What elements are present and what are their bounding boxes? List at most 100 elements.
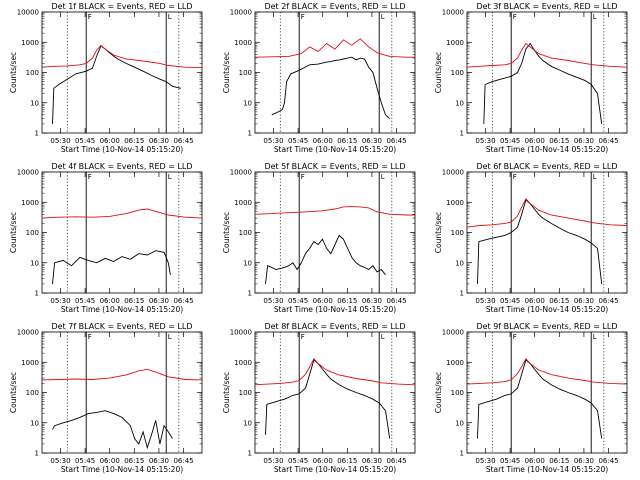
x-tick-label: 06:30 — [362, 297, 382, 305]
x-tick-label: 06:15 — [337, 137, 357, 145]
interval-marker-label: L — [168, 13, 172, 21]
series-events-line — [52, 410, 173, 450]
x-tick-label: 06:30 — [574, 137, 594, 145]
series-lld-line — [254, 206, 415, 216]
x-tick-label: 06:45 — [598, 137, 618, 145]
y-tick-label: 1 — [35, 290, 39, 298]
x-tick-label: 06:45 — [386, 137, 406, 145]
plot-frame — [41, 11, 203, 134]
y-tick-label: 1 — [460, 290, 464, 298]
y-tick-label: 1 — [248, 130, 252, 138]
panel-det-6f: Det 6f BLACK = Events, RED = LLD 1 10 100 10… — [434, 162, 628, 314]
y-tick-label: 1 — [35, 130, 39, 138]
x-tick-label: 06:30 — [149, 457, 169, 465]
x-tick-label: 05:30 — [50, 297, 70, 305]
plot-frame — [254, 11, 416, 134]
x-tick-label: 06:15 — [124, 137, 144, 145]
y-tick-label: 10000 — [230, 169, 252, 177]
y-tick-label: 1000 — [446, 199, 464, 207]
x-axis-label: Start Time (10-Nov-14 05:15:20) — [274, 305, 396, 314]
x-tick-label: 05:30 — [50, 457, 70, 465]
interval-marker-label: F — [88, 333, 92, 341]
y-tick-label: 100 — [26, 229, 39, 237]
x-tick-label: 05:30 — [475, 297, 495, 305]
plot-frame — [254, 331, 416, 454]
x-tick-label: 06:00 — [525, 297, 545, 305]
series-lld-line — [466, 42, 628, 68]
x-tick-label: 06:45 — [598, 297, 618, 305]
x-tick-label: 06:30 — [149, 297, 169, 305]
interval-marker-label: L — [381, 13, 385, 21]
interval-marker-label: F — [88, 173, 92, 181]
x-tick-label: 05:45 — [75, 297, 95, 305]
interval-marker-label: F — [88, 13, 92, 21]
x-tick-label: 06:15 — [124, 457, 144, 465]
y-tick-label: 1 — [248, 290, 252, 298]
x-tick-label: 05:30 — [50, 137, 70, 145]
x-tick-label: 05:30 — [263, 137, 283, 145]
x-tick-label: 05:45 — [75, 137, 95, 145]
x-tick-label: 05:30 — [263, 457, 283, 465]
panel-det-1f: Det 1f BLACK = Events, RED = LLD 1 10 100 10… — [9, 2, 203, 154]
x-tick-label: 06:15 — [549, 297, 569, 305]
y-tick-label: 10000 — [442, 9, 464, 17]
x-tick-label: 06:00 — [100, 457, 120, 465]
series-lld-line — [41, 208, 203, 219]
y-tick-label: 10000 — [17, 169, 39, 177]
x-tick-label: 06:15 — [549, 137, 569, 145]
series-events-line — [52, 45, 182, 124]
y-axis-label: Counts/sec — [9, 372, 18, 413]
x-axis-label: Start Time (10-Nov-14 05:15:20) — [486, 145, 608, 154]
plot-frame — [466, 331, 628, 454]
series-events-line — [477, 359, 603, 439]
y-axis-label: Counts/sec — [9, 212, 18, 253]
x-tick-label: 06:30 — [362, 137, 382, 145]
x-tick-label: 05:45 — [500, 137, 520, 145]
x-axis-label: Start Time (10-Nov-14 05:15:20) — [486, 465, 608, 474]
x-tick-label: 06:45 — [173, 297, 193, 305]
interval-marker-label: L — [168, 173, 172, 181]
interval-marker-label: F — [513, 173, 517, 181]
y-tick-label: 10 — [30, 259, 39, 267]
x-tick-label: 06:00 — [313, 457, 333, 465]
x-tick-label: 05:45 — [288, 457, 308, 465]
x-tick-label: 06:45 — [173, 457, 193, 465]
x-tick-label: 06:15 — [337, 457, 357, 465]
series-events-line — [265, 359, 391, 439]
x-tick-label: 05:30 — [475, 457, 495, 465]
x-tick-label: 05:30 — [475, 137, 495, 145]
x-tick-label: 06:30 — [574, 457, 594, 465]
panel-det-4f: Det 4f BLACK = Events, RED = LLD 1 10 100 10… — [9, 162, 203, 314]
x-tick-label: 05:45 — [500, 457, 520, 465]
x-tick-label: 05:45 — [75, 457, 95, 465]
interval-marker-label: F — [301, 13, 305, 21]
panel-det-7f: Det 7f BLACK = Events, RED = LLD 1 10 100 10… — [9, 322, 203, 474]
interval-marker-label: L — [381, 173, 385, 181]
x-tick-label: 06:45 — [598, 457, 618, 465]
y-tick-label: 10000 — [442, 329, 464, 337]
x-tick-label: 06:00 — [313, 137, 333, 145]
x-tick-label: 06:45 — [386, 457, 406, 465]
y-tick-label: 10 — [455, 259, 464, 267]
y-tick-label: 1000 — [446, 39, 464, 47]
y-axis-label: Counts/sec — [222, 212, 231, 253]
interval-marker-label: F — [513, 333, 517, 341]
y-tick-label: 1000 — [234, 359, 252, 367]
plot-frame — [254, 171, 416, 294]
y-tick-label: 100 — [451, 69, 464, 77]
interval-marker-label: L — [593, 13, 597, 21]
y-tick-label: 10 — [243, 419, 252, 427]
x-tick-label: 06:45 — [173, 137, 193, 145]
x-axis-label: Start Time (10-Nov-14 05:15:20) — [274, 145, 396, 154]
panel-title: Det 3f BLACK = Events, RED = LLD — [476, 2, 617, 11]
y-axis-label: Counts/sec — [434, 52, 443, 93]
series-events-line — [52, 250, 171, 284]
interval-marker-label: L — [593, 173, 597, 181]
x-tick-label: 06:00 — [100, 137, 120, 145]
series-events-line — [271, 56, 391, 119]
y-tick-label: 1000 — [446, 359, 464, 367]
y-tick-label: 1000 — [234, 199, 252, 207]
x-tick-label: 06:45 — [386, 297, 406, 305]
x-tick-label: 06:00 — [525, 457, 545, 465]
